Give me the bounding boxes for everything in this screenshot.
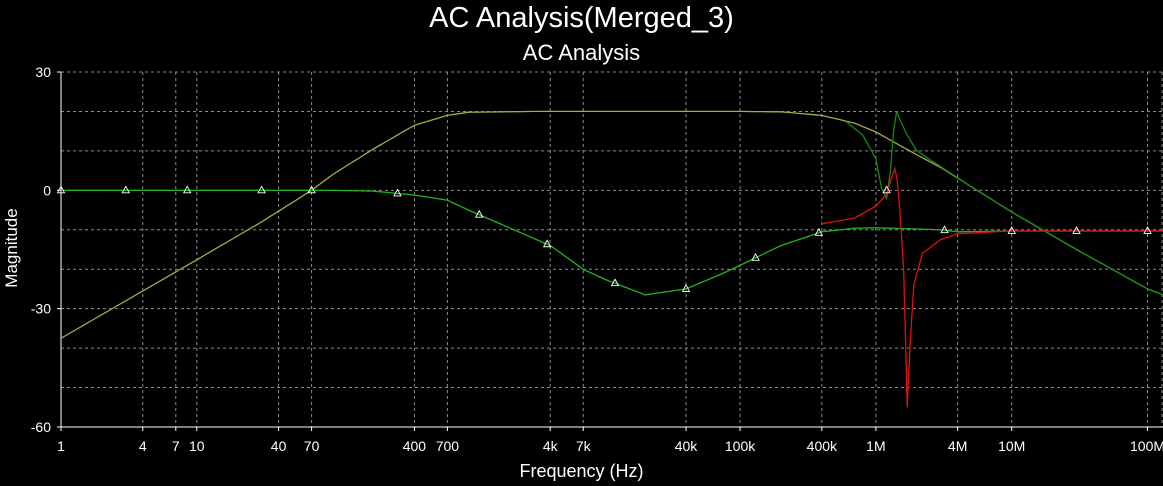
x-tick-label: 40k [675, 438, 699, 454]
y-tick-label: -60 [31, 419, 51, 435]
x-tick-label: 7k [576, 438, 592, 454]
x-tick-label: 4 [139, 438, 147, 454]
y-tick-label: -30 [31, 301, 51, 317]
series-line-2 [61, 189, 1163, 296]
x-tick-label: 400k [807, 438, 838, 454]
x-tick-label: 40 [271, 438, 287, 454]
x-tick-label: 10 [189, 438, 205, 454]
series-line-1 [60, 110, 1163, 339]
data-point-marker [257, 185, 266, 194]
x-tick-label: 100M [1130, 438, 1163, 454]
data-point-marker [1072, 226, 1081, 234]
data-point-marker [1007, 226, 1016, 234]
data-point-marker [1143, 226, 1152, 234]
x-axis-label: Frequency (Hz) [519, 461, 644, 481]
data-point-marker [610, 278, 620, 287]
chart-subtitle: AC Analysis [522, 40, 641, 65]
y-tick-label: 0 [43, 182, 51, 198]
data-point-marker [542, 239, 552, 248]
series-line-3 [845, 111, 1163, 296]
chart-title: AC Analysis(Merged_3) [429, 2, 734, 34]
data-point-marker [56, 185, 66, 194]
x-tick-label: 10M [998, 438, 1025, 454]
data-point-marker [393, 188, 402, 197]
data-point-marker [814, 227, 824, 236]
y-tick-label: 30 [35, 64, 51, 80]
x-tick-label: 1M [866, 438, 885, 454]
data-point-marker [882, 185, 891, 194]
x-tick-label: 1 [57, 438, 65, 454]
x-tick-label: 7 [172, 438, 180, 454]
data-point-marker [121, 185, 131, 194]
x-tick-label: 400 [403, 438, 427, 454]
data-point-marker [751, 252, 760, 261]
x-tick-label: 700 [436, 438, 460, 454]
data-point-marker [182, 185, 192, 194]
data-point-marker [474, 209, 484, 218]
data-point-marker [681, 283, 691, 292]
x-tick-label: 100k [725, 438, 756, 454]
data-point-marker [307, 185, 316, 194]
x-tick-label: 4M [948, 438, 967, 454]
series-line-4 [821, 166, 1163, 408]
data-point-marker [940, 225, 949, 234]
x-tick-label: 70 [304, 438, 320, 454]
x-tick-label: 4k [543, 438, 559, 454]
